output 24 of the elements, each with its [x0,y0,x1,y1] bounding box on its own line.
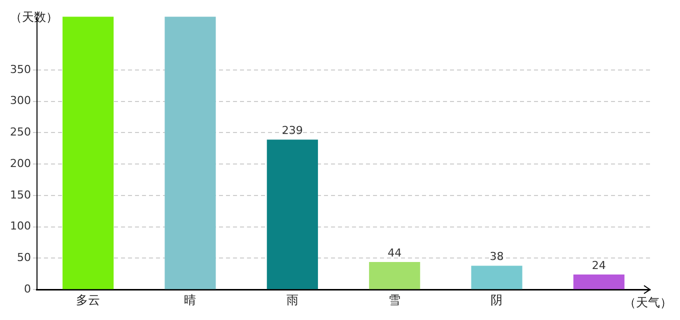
bar [471,266,522,290]
x-tick-label: 晴 [184,292,196,307]
data-label: 44 [388,246,402,260]
x-tick-label: 雪 [388,292,401,307]
bar [573,274,624,290]
y-tick-label: 50 [16,251,31,264]
data-label: 24 [592,258,606,272]
bar [369,262,420,290]
bar [62,16,114,290]
y-tick-label: 350 [10,62,31,76]
y-tick-label: 100 [10,220,31,233]
y-tick-label: 250 [10,126,31,139]
y-tick-label: 0 [24,282,31,296]
x-tick-label: 阴 [490,292,503,307]
x-tick-label: 多云 [76,292,100,307]
data-label: 239 [282,124,303,137]
y-tick-label: 150 [10,188,31,202]
data-label: 38 [490,250,504,264]
bar [266,140,318,290]
bar [164,16,216,290]
y-tick-label: 200 [10,156,31,170]
x-tick-label: 雨 [286,292,298,307]
x-axis-title: （天气） [624,296,672,310]
y-tick-label: 300 [10,94,31,108]
